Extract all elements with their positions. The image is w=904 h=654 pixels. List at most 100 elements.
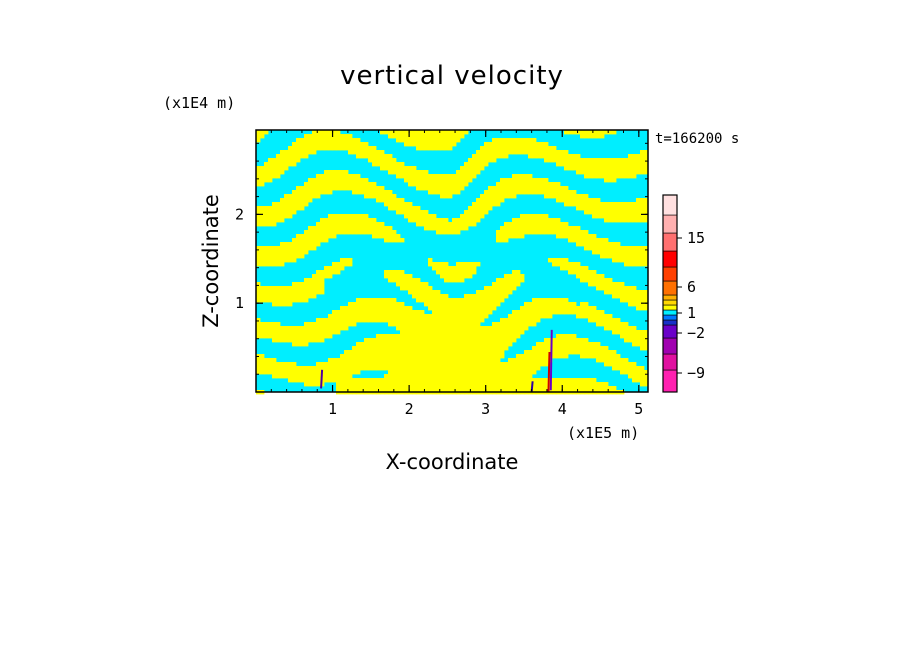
field-cell-positive	[420, 330, 425, 335]
field-cell-positive	[468, 310, 473, 315]
field-cell-positive	[492, 374, 497, 379]
x-axis-label: X-coordinate	[386, 450, 519, 474]
field-cell-positive	[376, 194, 381, 199]
field-cell-positive	[620, 246, 625, 251]
field-cell-positive	[460, 350, 465, 355]
field-cell-positive	[520, 314, 525, 319]
field-cell-positive	[492, 346, 497, 351]
field-cell-positive	[436, 350, 441, 355]
field-cell-positive	[264, 210, 269, 215]
field-cell-positive	[576, 266, 581, 271]
field-cell-positive	[324, 222, 329, 227]
field-cell-positive	[384, 362, 389, 367]
field-cell-positive	[432, 350, 437, 355]
field-cell-positive	[540, 218, 545, 223]
field-cell-positive	[524, 370, 529, 375]
field-cell-positive	[364, 298, 369, 303]
field-cell-positive	[444, 334, 449, 339]
field-cell-positive	[376, 198, 381, 203]
field-cell-positive	[592, 130, 597, 135]
field-cell-positive	[640, 162, 645, 167]
field-cell-positive	[340, 182, 345, 187]
field-cell-positive	[264, 366, 269, 371]
field-cell-positive	[616, 166, 621, 171]
field-cell-positive	[416, 278, 421, 283]
field-cell-positive	[408, 170, 413, 175]
field-cell-positive	[580, 198, 585, 203]
field-cell-positive	[388, 354, 393, 359]
field-cell-positive	[476, 310, 481, 315]
field-cell-positive	[452, 134, 457, 139]
field-cell-positive	[636, 250, 641, 255]
field-cell-positive	[376, 382, 381, 387]
field-cell-positive	[584, 306, 589, 311]
field-cell-positive	[412, 174, 417, 179]
field-cell-positive	[292, 290, 297, 295]
field-cell-positive	[584, 350, 589, 355]
field-cell-positive	[340, 378, 345, 383]
field-cell-positive	[412, 142, 417, 147]
field-cell-positive	[568, 310, 573, 315]
field-cell-positive	[256, 218, 261, 223]
field-cell-positive	[464, 318, 469, 323]
field-cell-positive	[256, 358, 261, 363]
field-cell-positive	[456, 274, 461, 279]
field-cell-positive	[624, 170, 629, 175]
field-cell-positive	[508, 358, 513, 363]
field-cell-positive	[360, 306, 365, 311]
field-cell-positive	[496, 338, 501, 343]
field-cell-positive	[404, 370, 409, 375]
field-cell-positive	[344, 218, 349, 223]
field-cell-positive	[256, 334, 261, 339]
field-cell-positive	[472, 346, 477, 351]
field-cell-positive	[496, 346, 501, 351]
field-cell-positive	[568, 338, 573, 343]
field-cell-positive	[376, 318, 381, 323]
field-cell-positive	[524, 186, 529, 191]
field-cell-positive	[352, 366, 357, 371]
field-cell-positive	[448, 266, 453, 271]
field-cell-positive	[376, 306, 381, 311]
field-cell-positive	[416, 282, 421, 287]
field-cell-positive	[436, 358, 441, 363]
field-cell-positive	[404, 282, 409, 287]
field-cell-positive	[552, 338, 557, 343]
field-cell-positive	[396, 318, 401, 323]
field-cell-positive	[480, 146, 485, 151]
field-cell-positive	[460, 334, 465, 339]
field-cell-positive	[268, 206, 273, 211]
x-tick-label: 3	[481, 400, 490, 418]
field-cell-positive	[388, 346, 393, 351]
field-cell-positive	[452, 334, 457, 339]
field-cell-positive	[420, 218, 425, 223]
field-cell-positive	[420, 134, 425, 139]
field-cell-positive	[324, 370, 329, 375]
field-cell-positive	[312, 146, 317, 151]
field-cell-positive	[420, 310, 425, 315]
field-cell-positive	[500, 342, 505, 347]
field-cell-positive	[644, 162, 649, 167]
field-cell-positive	[372, 338, 377, 343]
field-cell-positive	[596, 314, 601, 319]
field-cell-positive	[384, 202, 389, 207]
field-cell-positive	[340, 226, 345, 231]
field-cell-positive	[344, 354, 349, 359]
field-cell-positive	[296, 246, 301, 251]
field-cell-positive	[392, 354, 397, 359]
field-cell-positive	[572, 310, 577, 315]
colorbar-segment	[662, 324, 678, 339]
field-cell-positive	[528, 186, 533, 191]
field-cell-positive	[600, 322, 605, 327]
field-cell-positive	[332, 138, 337, 143]
field-cell-positive	[364, 310, 369, 315]
field-cell-positive	[360, 366, 365, 371]
field-cell-positive	[396, 302, 401, 307]
field-cell-positive	[404, 166, 409, 171]
field-cell-positive	[272, 326, 277, 331]
field-cell-positive	[452, 322, 457, 327]
field-cell-positive	[324, 178, 329, 183]
field-cell-positive	[456, 222, 461, 227]
field-cell-positive	[316, 174, 321, 179]
field-cell-positive	[604, 202, 609, 207]
field-cell-positive	[432, 182, 437, 187]
